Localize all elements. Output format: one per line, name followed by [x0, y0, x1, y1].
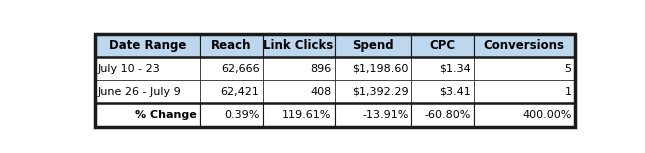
Text: July 10 - 23: July 10 - 23: [97, 64, 161, 74]
Bar: [335, 57, 412, 80]
Text: $1.34: $1.34: [439, 64, 471, 74]
Text: 896: 896: [310, 64, 332, 74]
Text: $1,392.29: $1,392.29: [352, 87, 408, 97]
Bar: [95, 34, 200, 57]
Text: June 26 - July 9: June 26 - July 9: [97, 87, 181, 97]
Text: Spend: Spend: [352, 39, 393, 52]
Text: 0.39%: 0.39%: [224, 110, 259, 120]
Bar: [200, 57, 263, 80]
Bar: [412, 34, 473, 57]
Text: 5: 5: [564, 64, 571, 74]
Bar: [473, 80, 575, 103]
Text: Date Range: Date Range: [109, 39, 186, 52]
Text: $3.41: $3.41: [439, 87, 471, 97]
Bar: [200, 103, 263, 127]
Text: 1: 1: [564, 87, 571, 97]
Text: 408: 408: [310, 87, 332, 97]
Text: 62,666: 62,666: [221, 64, 259, 74]
Bar: [412, 80, 473, 103]
Text: CPC: CPC: [430, 39, 455, 52]
Bar: [263, 103, 335, 127]
Bar: [335, 34, 412, 57]
Text: Conversions: Conversions: [484, 39, 564, 52]
Bar: [335, 103, 412, 127]
Text: % Change: % Change: [135, 110, 197, 120]
Bar: [335, 80, 412, 103]
Bar: [95, 57, 200, 80]
Text: Reach: Reach: [211, 39, 252, 52]
Bar: [95, 103, 200, 127]
Bar: [95, 34, 575, 127]
Text: $1,198.60: $1,198.60: [352, 64, 408, 74]
Bar: [473, 34, 575, 57]
Bar: [412, 57, 473, 80]
Bar: [263, 80, 335, 103]
Bar: [263, 34, 335, 57]
Text: Link Clicks: Link Clicks: [263, 39, 333, 52]
Bar: [200, 80, 263, 103]
Bar: [263, 57, 335, 80]
Bar: [473, 103, 575, 127]
Bar: [200, 34, 263, 57]
Text: 62,421: 62,421: [221, 87, 259, 97]
Text: -13.91%: -13.91%: [362, 110, 408, 120]
Bar: [95, 80, 200, 103]
Text: 400.00%: 400.00%: [522, 110, 571, 120]
Text: -60.80%: -60.80%: [424, 110, 471, 120]
Text: 119.61%: 119.61%: [282, 110, 332, 120]
Bar: [473, 57, 575, 80]
Bar: [412, 103, 473, 127]
